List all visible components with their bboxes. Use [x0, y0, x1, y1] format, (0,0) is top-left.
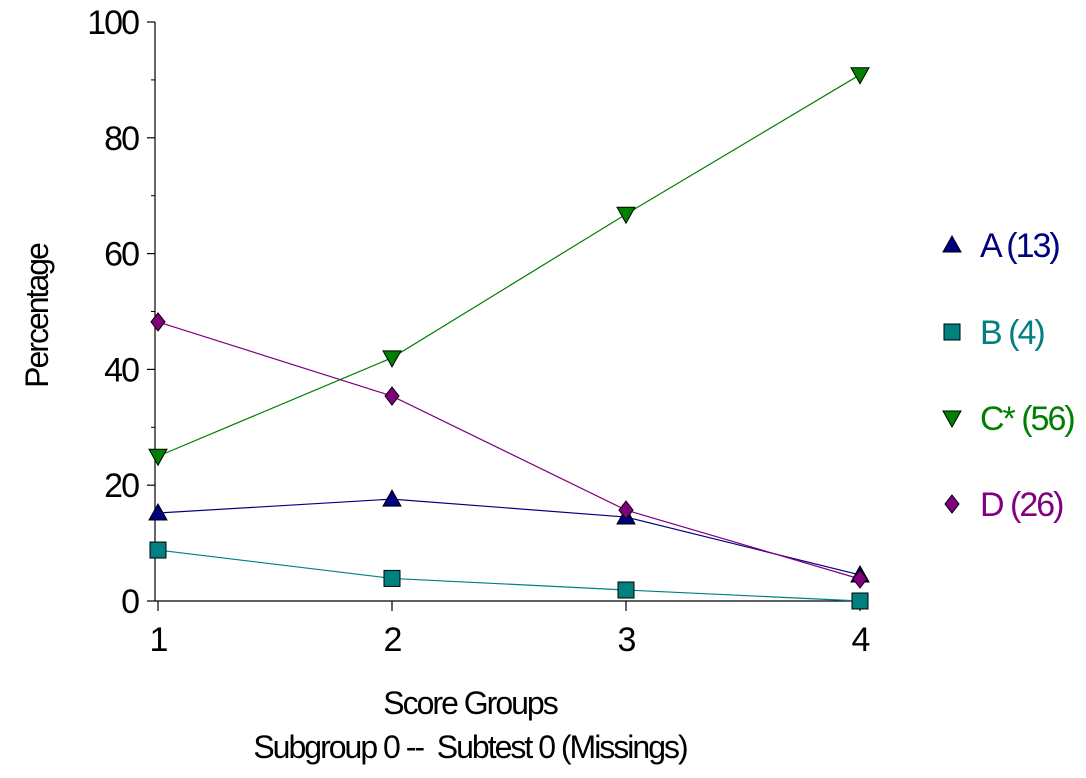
x-axis-title: Score Groups — [383, 685, 557, 721]
legend-d-label: D (26) — [980, 486, 1063, 524]
series-d-point — [618, 500, 634, 520]
legend-b-label: B (4) — [980, 314, 1044, 352]
y-tick-label: 60 — [104, 236, 139, 274]
y-ticks: 0 20 40 60 80 100 — [87, 4, 155, 621]
legend-c-marker — [942, 410, 962, 429]
y-tick-label: 40 — [104, 351, 139, 389]
series-markers — [148, 67, 870, 610]
series-a-point — [148, 502, 168, 521]
legend: A (13) B (4) C* (56) D (26) — [942, 227, 1076, 524]
y-tick-label: 100 — [87, 4, 139, 42]
series-d-point — [150, 312, 166, 332]
series-b-point — [383, 569, 401, 587]
y-tick-label: 80 — [104, 120, 139, 158]
series-a-point — [382, 489, 402, 507]
series-c-point — [382, 350, 402, 368]
axes — [154, 22, 860, 602]
y-tick-label: 20 — [104, 467, 139, 505]
x-tick-label: 1 — [150, 621, 168, 659]
x-tick-label: 2 — [384, 621, 402, 659]
series-c-line — [157, 74, 861, 457]
chart-subtitle: Subgroup 0 -- Subtest 0 (Missings) — [253, 729, 687, 765]
series-b-point — [149, 541, 167, 559]
series-d-line — [157, 321, 861, 580]
y-axis-title: Percentage — [19, 243, 55, 388]
series-b-point — [617, 581, 635, 599]
series-d-point — [384, 386, 400, 406]
legend-a-marker — [942, 234, 962, 253]
x-tick-label: 3 — [618, 621, 636, 659]
series-c-point — [148, 448, 168, 467]
legend-c-label: C* (56) — [980, 400, 1074, 438]
series-a-line — [157, 498, 861, 576]
series-c-point — [850, 67, 870, 85]
x-tick-label: 4 — [852, 621, 870, 659]
legend-d-marker — [944, 494, 960, 514]
legend-b-marker — [943, 323, 961, 341]
series-d-point — [852, 569, 868, 589]
series-b-point — [851, 592, 869, 610]
series-c-point — [616, 206, 636, 225]
series-b-line — [157, 549, 861, 602]
series-lines — [157, 74, 861, 602]
y-tick-label: 0 — [121, 583, 139, 621]
legend-a-label: A (13) — [980, 227, 1059, 265]
x-ticks: 1 2 3 4 — [150, 601, 872, 659]
